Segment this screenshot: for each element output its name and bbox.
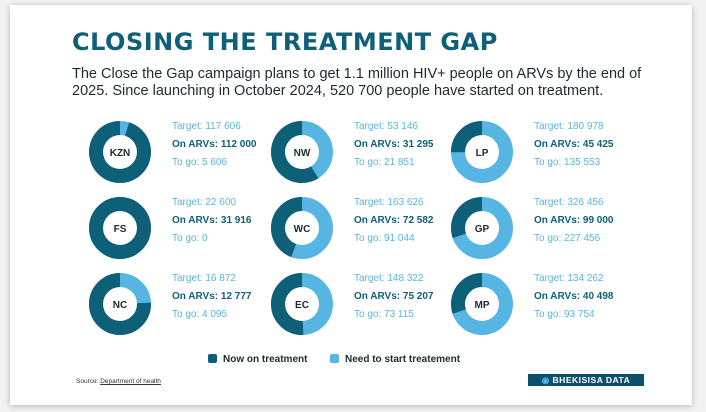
- donut-chart-kzn: KZN: [89, 121, 151, 183]
- target-label: Target: 22 600: [172, 197, 236, 208]
- province-panel-nw: NW Target: 53 146 On ARVs: 31 295 To go: 21…: [268, 118, 468, 198]
- province-panel-mp: MP Target: 134 262 On ARVs: 40 498 To go: 9…: [448, 270, 648, 350]
- province-code-label: FS: [114, 224, 127, 235]
- donut-chart-gp: GP: [451, 197, 513, 259]
- legend-item-need-to-start: Need to start treatement: [330, 354, 460, 365]
- to-go-label: To go: 5 606: [172, 157, 228, 168]
- to-go-label: To go: 4 095: [172, 309, 228, 320]
- legend-swatch-on-treatment: [208, 354, 217, 363]
- source-link[interactable]: Department of health: [100, 378, 161, 385]
- province-panel-ec: EC Target: 148 322 On ARVs: 75 207 To go: 7…: [268, 270, 468, 350]
- province-panel-fs: FS Target: 22 600 On ARVs: 31 916 To go: 0: [86, 194, 286, 274]
- on-arvs-label: On ARVs: 40 498: [534, 291, 614, 302]
- province-stats: Target: 53 146 On ARVs: 31 295 To go: 21 8…: [354, 118, 433, 172]
- on-arvs-label: On ARVs: 45 425: [534, 139, 614, 150]
- donut-chart-ec: EC: [271, 273, 333, 335]
- donut-slice-on-treatment: [271, 273, 304, 335]
- to-go-label: To go: 227 456: [534, 233, 601, 244]
- province-stats: Target: 117 606 On ARVs: 112 000 To go: 5 …: [172, 118, 257, 172]
- province-code-label: NW: [294, 148, 311, 159]
- to-go-label: To go: 73 115: [354, 309, 414, 320]
- province-stats: Target: 180 978 On ARVs: 45 425 To go: 135…: [534, 118, 613, 172]
- province-panel-kzn: KZN Target: 117 606 On ARVs: 112 000 To go:…: [86, 118, 286, 198]
- donut-chart-lp: LP: [451, 121, 513, 183]
- province-stats: Target: 16 872 On ARVs: 12 777 To go: 4 09…: [172, 270, 251, 324]
- to-go-label: To go: 0: [172, 233, 208, 244]
- donut-slice-on-treatment: [89, 273, 151, 335]
- on-arvs-label: On ARVs: 99 000: [534, 215, 614, 226]
- donut-chart-nc: NC: [89, 273, 151, 335]
- province-code-label: KZN: [110, 148, 131, 159]
- donut-slice-on-treatment: [451, 197, 483, 239]
- on-arvs-label: On ARVs: 112 000: [172, 139, 257, 150]
- page-subtitle: The Close the Gap campaign plans to get …: [72, 66, 642, 99]
- target-label: Target: 53 146: [354, 121, 418, 132]
- donut-slice-on-treatment: [271, 121, 319, 183]
- province-code-label: GP: [475, 224, 490, 235]
- province-stats: Target: 163 626 On ARVs: 72 582 To go: 91 …: [354, 194, 433, 248]
- donut-slice-on-treatment: [451, 273, 483, 314]
- target-label: Target: 148 322: [354, 273, 424, 284]
- province-code-label: WC: [294, 224, 311, 235]
- target-label: Target: 134 262: [534, 273, 604, 284]
- on-arvs-label: On ARVs: 31 295: [354, 139, 434, 150]
- province-stats: Target: 148 322 On ARVs: 75 207 To go: 73 …: [354, 270, 433, 324]
- donut-chart-wc: WC: [271, 197, 333, 259]
- to-go-label: To go: 93 754: [534, 309, 595, 320]
- to-go-label: To go: 21 851: [354, 157, 415, 168]
- donut-slice-on-treatment: [89, 197, 151, 259]
- target-label: Target: 326 456: [534, 197, 604, 208]
- province-panel-wc: WC Target: 163 626 On ARVs: 72 582 To go: 9…: [268, 194, 468, 274]
- legend-label-need-to-start: Need to start treatement: [345, 354, 461, 365]
- donut-chart-nw: NW: [271, 121, 333, 183]
- target-label: Target: 117 606: [172, 121, 241, 132]
- to-go-label: To go: 135 553: [534, 157, 601, 168]
- province-code-label: EC: [295, 300, 309, 311]
- source-note: Source: Department of health: [76, 378, 161, 385]
- brand-logo: ◉ BHEKISISA DATA: [528, 374, 644, 386]
- province-panel-lp: LP Target: 180 978 On ARVs: 45 425 To go: 1…: [448, 118, 648, 198]
- donut-slice-on-treatment: [451, 121, 483, 153]
- donut-slice-on-treatment: [271, 197, 303, 258]
- to-go-label: To go: 91 044: [354, 233, 415, 244]
- page-title: CLOSING THE TREATMENT GAP: [72, 28, 498, 56]
- province-code-label: MP: [475, 300, 490, 311]
- donut-slice-on-treatment: [89, 121, 151, 183]
- legend-label-on-treatment: Now on treatment: [223, 354, 308, 365]
- province-panel-nc: NC Target: 16 872 On ARVs: 12 777 To go: 4 …: [86, 270, 286, 350]
- source-prefix: Source:: [76, 378, 101, 385]
- brand-name: BHEKISISA DATA: [552, 375, 631, 385]
- on-arvs-label: On ARVs: 75 207: [354, 291, 434, 302]
- target-label: Target: 163 626: [354, 197, 424, 208]
- province-code-label: NC: [113, 300, 127, 311]
- brand-mark-icon: ◉: [541, 375, 550, 385]
- donut-chart-mp: MP: [451, 273, 513, 335]
- donut-chart-fs: FS: [89, 197, 151, 259]
- on-arvs-label: On ARVs: 72 582: [354, 215, 434, 226]
- legend-item-on-treatment: Now on treatment: [208, 354, 307, 365]
- target-label: Target: 16 872: [172, 273, 236, 284]
- on-arvs-label: On ARVs: 31 916: [172, 215, 252, 226]
- province-stats: Target: 326 456 On ARVs: 99 000 To go: 227…: [534, 194, 613, 248]
- province-stats: Target: 22 600 On ARVs: 31 916 To go: 0: [172, 194, 251, 248]
- province-stats: Target: 134 262 On ARVs: 40 498 To go: 93 …: [534, 270, 613, 324]
- target-label: Target: 180 978: [534, 121, 604, 132]
- province-code-label: LP: [476, 148, 489, 159]
- province-panel-gp: GP Target: 326 456 On ARVs: 99 000 To go: 2…: [448, 194, 648, 274]
- legend-swatch-need-to-start: [330, 354, 339, 363]
- on-arvs-label: On ARVs: 12 777: [172, 291, 252, 302]
